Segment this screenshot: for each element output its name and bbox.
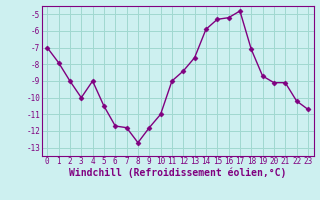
X-axis label: Windchill (Refroidissement éolien,°C): Windchill (Refroidissement éolien,°C) bbox=[69, 168, 286, 178]
